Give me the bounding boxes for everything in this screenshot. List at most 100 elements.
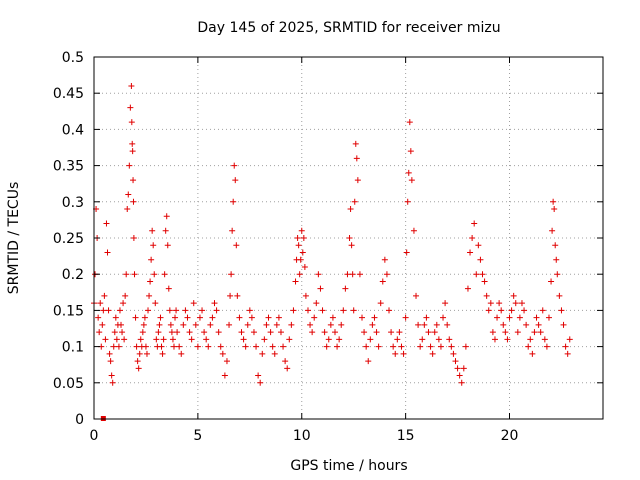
data-point (550, 198, 557, 205)
data-point (460, 365, 467, 372)
data-point (406, 119, 413, 126)
data-point (402, 314, 409, 321)
data-point (130, 177, 137, 184)
data-point (136, 350, 143, 357)
data-point (342, 285, 349, 292)
data-point (427, 343, 434, 350)
data-point (408, 177, 415, 184)
data-point (301, 263, 308, 270)
data-point (471, 220, 478, 227)
data-point (97, 300, 104, 307)
data-point (467, 249, 474, 256)
data-point (321, 329, 328, 336)
x-axis-label: GPS time / hours (290, 458, 407, 474)
data-point (363, 343, 370, 350)
data-point (331, 329, 338, 336)
data-point (255, 372, 262, 379)
x-tick-label: 15 (397, 428, 415, 444)
data-point (280, 343, 287, 350)
data-point (273, 321, 280, 328)
data-point (313, 300, 320, 307)
data-point (219, 350, 226, 357)
data-point (112, 314, 119, 321)
data-point (140, 321, 147, 328)
data-point (527, 336, 534, 343)
data-point (429, 350, 436, 357)
data-point (496, 300, 503, 307)
data-point (296, 271, 303, 278)
data-point (226, 321, 233, 328)
data-point (130, 235, 137, 241)
data-point (186, 329, 193, 336)
y-tick-label: 0.3 (62, 195, 84, 211)
data-point (163, 213, 170, 220)
data-point (448, 343, 455, 350)
data-point (137, 336, 144, 343)
x-tick-label: 0 (90, 428, 99, 444)
data-point (377, 300, 384, 307)
data-point (336, 336, 343, 343)
data-point (105, 307, 112, 314)
data-point (253, 343, 260, 350)
data-point (227, 292, 234, 299)
data-point (277, 329, 284, 336)
data-point (510, 292, 517, 299)
data-point (157, 314, 164, 321)
data-point (221, 372, 228, 379)
y-tick-label: 0.25 (53, 231, 84, 247)
data-point (548, 278, 555, 285)
data-point (442, 300, 449, 307)
data-point (300, 235, 307, 241)
data-point (556, 292, 563, 299)
data-point (294, 235, 301, 241)
y-tick-label: 0.45 (53, 86, 84, 102)
data-point (134, 358, 141, 365)
data-point (421, 321, 428, 328)
data-point (435, 336, 442, 343)
data-point (246, 307, 253, 314)
data-point (315, 271, 322, 278)
data-point (433, 321, 440, 328)
data-point (108, 372, 115, 379)
y-axis-label: SRMTID / TECUs (6, 182, 22, 295)
data-point (340, 307, 347, 314)
data-point (367, 336, 374, 343)
data-point (487, 300, 494, 307)
data-point (500, 321, 507, 328)
data-point (489, 329, 496, 336)
data-point (410, 227, 417, 234)
data-point (160, 336, 167, 343)
data-point (392, 350, 399, 357)
data-point (263, 321, 270, 328)
data-point (129, 140, 136, 147)
data-point (155, 329, 162, 336)
data-point (373, 329, 380, 336)
data-point (248, 314, 255, 321)
data-point (142, 343, 149, 350)
data-point (535, 321, 542, 328)
data-point (284, 365, 291, 372)
data-point (173, 307, 180, 314)
data-point (282, 358, 289, 365)
data-point (116, 307, 123, 314)
data-point (182, 307, 189, 314)
data-point (361, 329, 368, 336)
data-point (521, 307, 528, 314)
data-point (143, 350, 150, 357)
data-point (128, 119, 135, 126)
data-point (533, 314, 540, 321)
data-point (299, 249, 306, 256)
data-point (323, 343, 330, 350)
data-point (170, 343, 177, 350)
data-point (464, 285, 471, 292)
data-point (122, 292, 129, 299)
data-point (288, 321, 295, 328)
y-tick-label: 0 (75, 412, 84, 428)
data-point (298, 227, 305, 234)
data-point (180, 321, 187, 328)
data-point (238, 329, 245, 336)
data-point (165, 285, 172, 292)
data-point (351, 198, 358, 205)
data-point (131, 271, 138, 278)
